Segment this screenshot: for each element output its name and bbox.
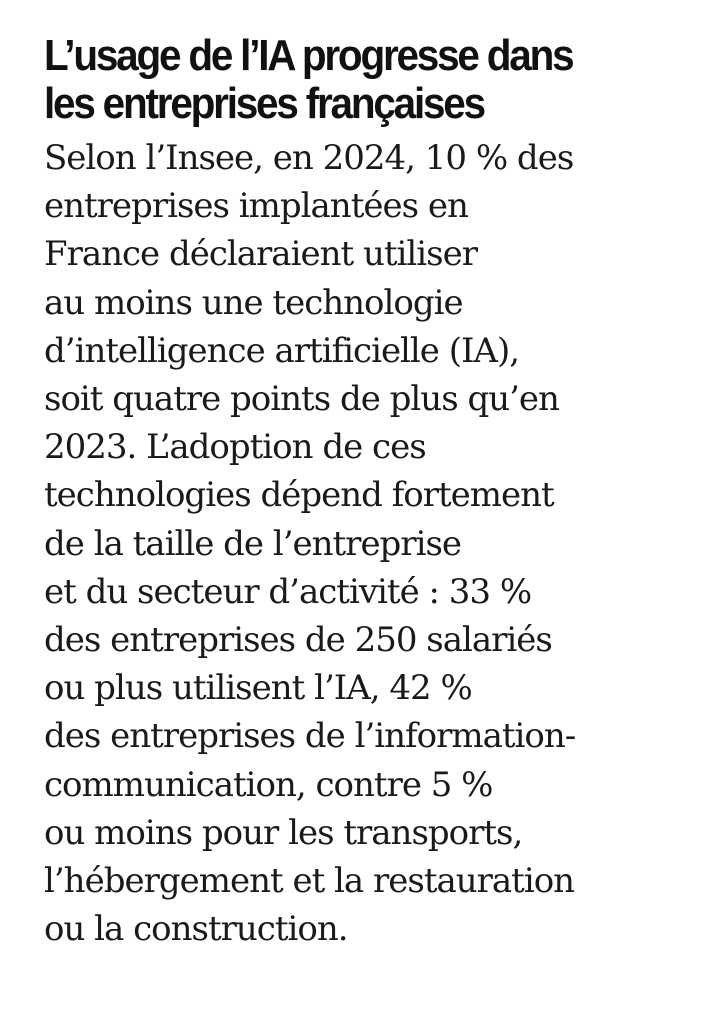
body-line: Selon l’Insee, en 2024, 10 % des (44, 138, 574, 178)
body-line: et du secteur d’activité : 33 % (44, 571, 532, 612)
body-line: 2023. L’adoption de ces (44, 427, 427, 468)
body-line: France déclaraient utiliser (44, 234, 478, 275)
headline-line: L’usage de l’IA progresse dans (44, 31, 575, 80)
body-line: d’intelligence artificielle (IA), (44, 330, 520, 371)
headline-line: les entreprises françaises (44, 79, 486, 128)
headline: L’usage de l’IA progresse dans les entre… (44, 32, 688, 128)
body-line: des entreprises de 250 salariés (44, 620, 553, 661)
body-line: l’hébergement et la restauration (44, 861, 575, 902)
article-body: Selon l’Insee, en 2024, 10 % des entrepr… (44, 134, 684, 953)
body-line: technologies dépend fortement (44, 475, 555, 516)
body-line: des entreprises de l’information- (44, 716, 576, 757)
body-line: soit quatre points de plus qu’en (44, 379, 560, 420)
body-line: ou moins pour les transports, (44, 812, 523, 853)
body-line: ou la construction. (44, 909, 349, 950)
body-line: communication, contre 5 % (44, 764, 494, 805)
body-line: entreprises implantées en (44, 186, 469, 227)
body-line: de la taille de l’entreprise (44, 523, 462, 564)
article: L’usage de l’IA progresse dans les entre… (44, 32, 684, 953)
body-line: au moins une technologie (44, 282, 464, 323)
body-line: ou plus utilisent l’IA, 42 % (44, 668, 473, 709)
